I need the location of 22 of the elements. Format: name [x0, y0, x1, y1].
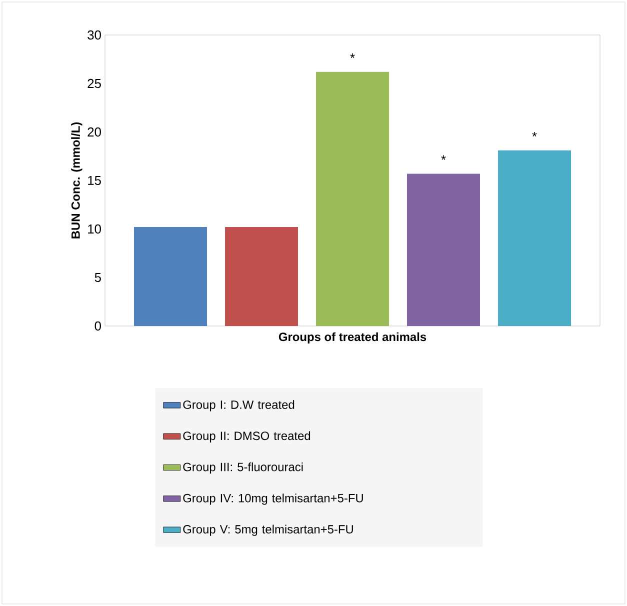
y-tick-label: 5	[94, 272, 101, 282]
y-tick-label: 20	[88, 127, 101, 137]
data-label: *	[441, 155, 446, 160]
bar	[407, 174, 480, 326]
data-label: *	[350, 53, 355, 58]
y-tick-label: 25	[88, 78, 101, 88]
legend-label: Group II: DMSO treated	[183, 431, 310, 442]
legend-label: Group III: 5-fluorouraci	[183, 462, 303, 474]
y-axis-title: BUN Conc. (mmol/L)	[71, 122, 82, 238]
bar	[225, 227, 298, 326]
y-tick-label: 15	[88, 176, 101, 186]
legend-label: Group V: 5mg telmisartan+5-FU	[183, 524, 353, 536]
y-tick-label: 30	[88, 30, 101, 40]
y-tick-label: 0	[94, 321, 101, 331]
data-label: *	[532, 132, 537, 137]
y-tick-label: 10	[88, 224, 101, 234]
x-axis-title: Groups of treated animals	[278, 332, 426, 344]
bar	[498, 150, 572, 326]
bar	[316, 72, 390, 326]
legend-label: Group I: D.W treated	[183, 400, 294, 412]
bar	[134, 227, 208, 326]
legend-label: Group IV: 10mg telmisartan+5-FU	[183, 494, 363, 505]
